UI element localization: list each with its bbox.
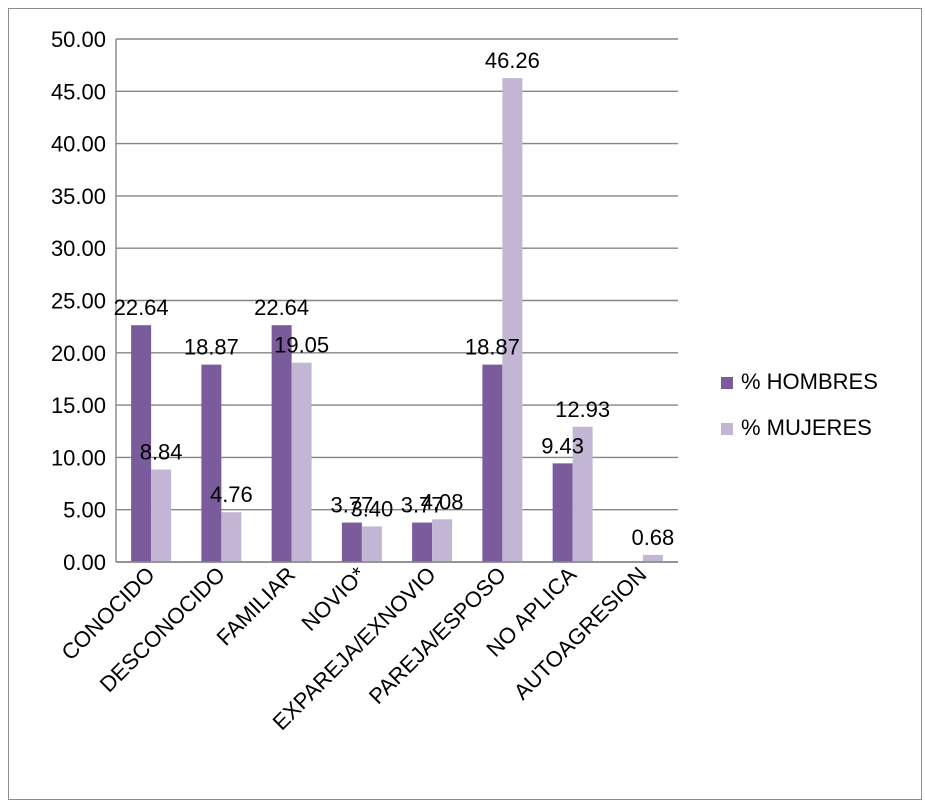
y-tick-label: 15.00 <box>51 393 106 418</box>
bar-chart: 0.00 5.00 10.00 15.00 20.00 25.00 30.00 35.00 40… <box>51 27 878 735</box>
x-tick-label: AUTOAGRESION <box>509 562 652 705</box>
data-label: 3.77 <box>401 493 444 518</box>
legend-swatch <box>721 423 733 435</box>
bar-hombres <box>341 522 362 562</box>
bars <box>116 78 678 563</box>
data-label: 3.77 <box>330 493 373 518</box>
legend-label: % MUJERES <box>741 415 872 440</box>
legend-swatch <box>721 377 733 389</box>
data-label: 8.84 <box>140 440 183 465</box>
data-label: 3.40 <box>350 496 393 521</box>
bar-mujeres <box>361 526 382 562</box>
y-tick-label: 35.00 <box>51 184 106 209</box>
y-tick-label: 10.00 <box>51 445 106 470</box>
data-label: 0.68 <box>631 525 674 550</box>
y-axis-ticks: 0.00 5.00 10.00 15.00 20.00 25.00 30.00 35.00 40… <box>51 27 106 575</box>
y-tick-label: 50.00 <box>51 27 106 52</box>
y-tick-label: 45.00 <box>51 79 106 104</box>
bar-hombres <box>201 364 222 562</box>
y-tick-label: 0.00 <box>63 550 106 575</box>
data-label: 9.43 <box>541 433 584 458</box>
bar-hombres <box>412 522 433 562</box>
bar-mujeres <box>642 554 663 562</box>
bar-hombres <box>552 463 573 562</box>
chart-frame: 0.00 5.00 10.00 15.00 20.00 25.00 30.00 35.00 40… <box>8 8 922 800</box>
gridlines <box>115 38 678 563</box>
data-label: 4.08 <box>421 489 464 514</box>
data-label: 18.87 <box>184 335 239 360</box>
data-label: 18.87 <box>465 335 520 360</box>
x-axis-ticks: CONOCIDODESCONOCIDOFAMILIARNOVIO*EXPAREJ… <box>56 562 651 735</box>
bar-hombres <box>131 325 152 562</box>
bar-hombres <box>482 364 503 562</box>
data-label: 19.05 <box>274 333 329 358</box>
bar-mujeres <box>291 362 312 562</box>
y-tick-label: 30.00 <box>51 236 106 261</box>
bar-mujeres <box>572 426 593 562</box>
y-tick-label: 20.00 <box>51 341 106 366</box>
bar-mujeres <box>151 469 172 562</box>
data-label: 22.64 <box>114 295 169 320</box>
data-label: 46.26 <box>485 48 540 73</box>
bar-mujeres <box>221 512 242 562</box>
y-tick-label: 5.00 <box>63 498 106 523</box>
y-tick-label: 25.00 <box>51 289 106 314</box>
bar-mujeres <box>502 78 523 563</box>
data-label: 12.93 <box>555 397 610 422</box>
data-label: 22.64 <box>254 295 309 320</box>
legend: % HOMBRES % MUJERES <box>721 369 878 440</box>
bar-hombres <box>271 325 292 562</box>
legend-label: % HOMBRES <box>741 369 878 394</box>
data-label: 4.76 <box>210 482 253 507</box>
bar-mujeres <box>432 519 453 562</box>
x-tick-label: DESCONOCIDO <box>95 562 230 697</box>
y-tick-label: 40.00 <box>51 132 106 157</box>
